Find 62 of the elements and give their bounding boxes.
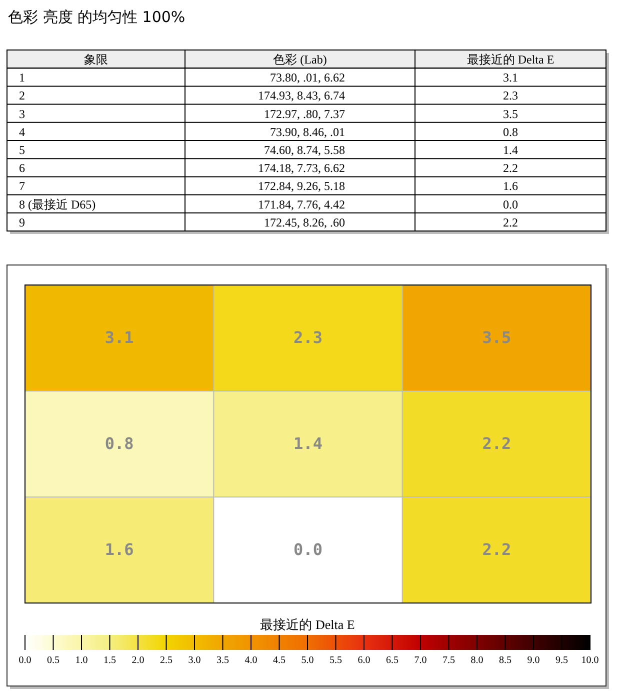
- data-label: 1.6: [104, 540, 134, 559]
- color-bar-label: 7.5: [442, 655, 455, 666]
- color-bar-label: 4.0: [244, 655, 258, 666]
- color-bar-label: 0.5: [47, 655, 60, 666]
- color-bar-title: 最接近的 Delta E: [260, 617, 355, 632]
- data-label: 3.5: [482, 328, 512, 347]
- data-label: 2.2: [482, 434, 512, 453]
- text: 3.1: [503, 70, 518, 85]
- color-bar-label: 7.0: [414, 655, 427, 666]
- color-bar-label: 10.0: [581, 655, 599, 666]
- text: 174.93, 8.43, 6.74: [258, 88, 345, 103]
- color-bar-label: 0.0: [18, 655, 32, 666]
- text: 7: [19, 179, 25, 194]
- color-bar-label: 9.5: [556, 655, 568, 666]
- text: 6: [19, 161, 25, 176]
- text: 2: [19, 88, 25, 103]
- color-bar-label: 2.0: [132, 655, 144, 666]
- text: 4: [19, 124, 25, 139]
- text: 1: [19, 70, 25, 85]
- color-bar-label: 5.0: [301, 655, 314, 666]
- text: 象限: [84, 52, 108, 66]
- data-label: 1.4: [294, 434, 322, 453]
- text: 9: [19, 215, 25, 230]
- text: 1.6: [503, 179, 518, 194]
- text: 172.45, 8.26, .60: [264, 215, 345, 230]
- text: 0.8: [503, 124, 518, 139]
- text: 3: [19, 106, 25, 121]
- data-label: 2.2: [482, 540, 512, 559]
- text: 2.3: [503, 88, 518, 103]
- text: 73.90, 8.46, .01: [270, 124, 345, 139]
- text: 2.2: [503, 215, 518, 230]
- text: 最接近的 Delta E: [466, 52, 554, 66]
- data-label: 0.8: [104, 434, 134, 453]
- text: 色彩 (Lab): [273, 52, 327, 66]
- text: 2.2: [503, 161, 518, 176]
- text: 172.97, .80, 7.37: [264, 106, 345, 121]
- data-label: 2.3: [294, 328, 322, 347]
- text: 色彩 亮度 的均匀性 100%: [8, 8, 186, 26]
- color-bar-label: 9.0: [527, 655, 540, 666]
- text: 5: [19, 143, 25, 157]
- text: 171.84, 7.76, 4.42: [258, 197, 345, 212]
- color-bar-label: 2.5: [160, 655, 172, 666]
- text: 1.4: [503, 143, 518, 157]
- color-bar-label: 1.5: [104, 655, 116, 666]
- text: 174.18, 7.73, 6.62: [258, 161, 345, 176]
- color-bar-label: 3.5: [216, 655, 229, 666]
- color-bar-label: 6.5: [386, 655, 398, 666]
- color-bar-label: 4.5: [273, 655, 286, 666]
- text: 74.60, 8.74, 5.58: [264, 143, 345, 157]
- data-label: 3.1: [104, 328, 134, 347]
- color-bar-label: 8.0: [470, 655, 484, 666]
- text: 0.0: [503, 197, 518, 212]
- data-label: 0.0: [294, 540, 322, 559]
- color-bar-label: 5.5: [330, 655, 342, 666]
- color-bar-label: 1.0: [75, 655, 88, 666]
- color-bar-label: 8.5: [499, 655, 512, 666]
- color-bar-label: 3.0: [188, 655, 201, 666]
- text: 8 (最接近 D65): [19, 197, 96, 212]
- color-bar-label: 6.0: [358, 655, 370, 666]
- text: 3.5: [503, 106, 518, 121]
- text: 73.80, .01, 6.62: [270, 70, 345, 85]
- text: 172.84, 9.26, 5.18: [258, 179, 345, 194]
